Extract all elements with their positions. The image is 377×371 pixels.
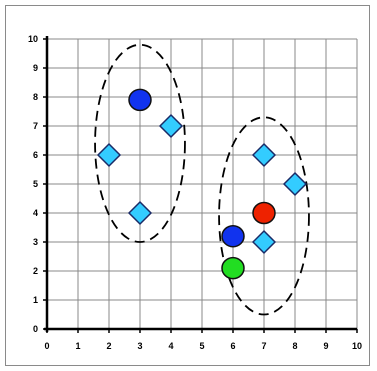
axes [43, 36, 358, 333]
grid [46, 38, 358, 330]
cluster-ellipse [218, 116, 310, 316]
diamond-point [127, 200, 153, 226]
y-tick-label: 1 [33, 295, 38, 305]
circle-point [128, 88, 152, 112]
x-tick-label: 7 [261, 341, 266, 351]
diamond-point [251, 142, 277, 168]
circle-point [252, 201, 276, 225]
circle-point [221, 256, 245, 280]
x-tick-label: 6 [230, 341, 235, 351]
x-tick-label: 4 [168, 341, 173, 351]
x-tick-label: 1 [75, 341, 80, 351]
y-tick-label: 8 [33, 92, 38, 102]
x-tick-label: 9 [323, 341, 328, 351]
y-tick-label: 6 [33, 150, 38, 160]
diamond-point [251, 229, 277, 255]
y-tick-label: 3 [33, 237, 38, 247]
x-tick-label: 0 [44, 341, 49, 351]
y-tick-label: 2 [33, 266, 38, 276]
diamond-point [282, 171, 308, 197]
data-points [96, 88, 308, 280]
y-tick-label: 10 [28, 34, 38, 44]
y-tick-label: 4 [33, 208, 38, 218]
diamond-point [158, 113, 184, 139]
x-tick-label: 8 [292, 341, 297, 351]
chart-frame [5, 5, 370, 366]
x-tick-label: 10 [352, 341, 362, 351]
y-tick-label: 5 [33, 179, 38, 189]
circle-point [221, 224, 245, 248]
y-tick-label: 9 [33, 63, 38, 73]
x-tick-label: 2 [106, 341, 111, 351]
x-tick-label: 5 [199, 341, 204, 351]
x-tick-label: 3 [137, 341, 142, 351]
cluster-ellipse [94, 43, 186, 243]
cluster-ellipses [94, 43, 310, 316]
tick-labels: 0 1 2 3 4 5 6 7 8 9 10 0 1 2 3 4 5 6 7 8 9 10 [28, 34, 362, 351]
y-tick-label: 0 [33, 324, 38, 334]
diamond-point [96, 142, 122, 168]
y-tick-label: 7 [33, 121, 38, 131]
